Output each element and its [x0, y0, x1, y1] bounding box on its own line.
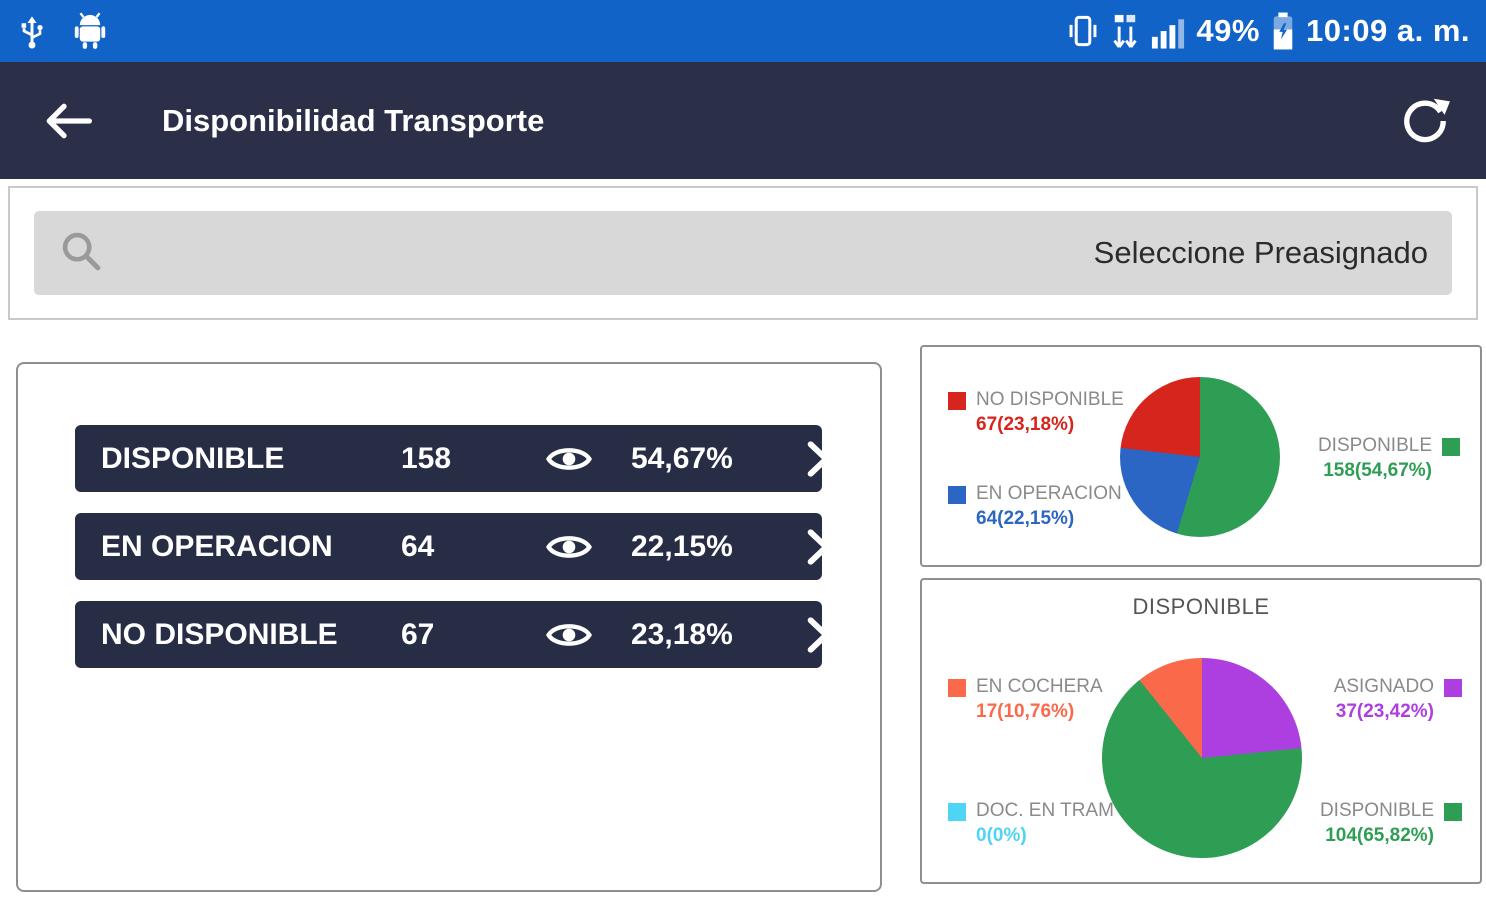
row-en-operacion[interactable]: EN OPERACION 64 22,15%	[75, 513, 830, 580]
preasignado-selected-label: Seleccione Preasignado	[1093, 235, 1428, 270]
legend-label: EN COCHERA	[976, 676, 1103, 697]
legend-label: DOC. EN TRAM	[976, 800, 1114, 821]
row-percent: 22,15%	[631, 529, 733, 563]
status-right-cluster: 49% 10:09 a. m.	[1066, 11, 1470, 51]
app-bar: Disponibilidad Transporte	[0, 62, 1486, 179]
legend-disponible: DISPONIBLE 158(54,67%)	[1318, 435, 1460, 482]
legend-label: EN OPERACION	[976, 483, 1122, 504]
legend-disponible-sub: DISPONIBLE 104(65,82%)	[1320, 800, 1462, 847]
clock-text: 10:09 a. m.	[1305, 13, 1470, 48]
chart-title: DISPONIBLE	[1132, 594, 1270, 619]
legend-swatch	[1444, 679, 1462, 697]
status-left-icons	[16, 11, 108, 51]
row-disponible[interactable]: DISPONIBLE 158 54,67%	[75, 425, 830, 492]
legend-value: 37(23,42%)	[1335, 701, 1434, 722]
row-label: NO DISPONIBLE	[101, 617, 338, 651]
legend-swatch	[1444, 803, 1462, 821]
legend-value: 0(0%)	[976, 825, 1027, 846]
battery-percent: 49%	[1196, 13, 1260, 48]
pie-card-disponible: DISPONIBLE EN COCHERA 17(10,76%) DOC. EN…	[920, 578, 1482, 884]
eye-icon[interactable]	[506, 442, 631, 476]
legend-value: 17(10,76%)	[976, 701, 1075, 722]
status-bar: 49% 10:09 a. m.	[0, 0, 1486, 62]
legend-value: 64(22,15%)	[976, 508, 1075, 529]
chevron-right-icon[interactable]	[806, 616, 830, 653]
legend-value: 104(65,82%)	[1325, 825, 1434, 846]
row-label: DISPONIBLE	[101, 441, 285, 475]
preasignado-select[interactable]: Seleccione Preasignado	[34, 211, 1452, 295]
row-count: 67	[401, 617, 435, 651]
legend-doc-en-tramite: DOC. EN TRAM 0(0%)	[948, 800, 1114, 847]
android-debug-icon	[72, 12, 108, 50]
legend-asignado: ASIGNADO 37(23,42%)	[1334, 676, 1462, 723]
row-count: 158	[401, 441, 452, 475]
pie-card-overall: NO DISPONIBLE 67(23,18%) EN OPERACION 64…	[920, 345, 1482, 567]
legend-swatch	[948, 486, 966, 504]
row-percent: 23,18%	[631, 617, 733, 651]
row-count: 64	[401, 529, 435, 563]
legend-en-cochera: EN COCHERA 17(10,76%)	[948, 676, 1103, 723]
row-percent: 54,67%	[631, 441, 733, 475]
legend-swatch	[948, 392, 966, 410]
search-section: Seleccione Preasignado	[8, 186, 1478, 320]
legend-value: 158(54,67%)	[1323, 460, 1432, 481]
row-no-disponible[interactable]: NO DISPONIBLE 67 23,18%	[75, 601, 830, 668]
legend-en-operacion: EN OPERACION 64(22,15%)	[948, 483, 1122, 530]
availability-rows: DISPONIBLE 158 54,67% EN OPERACION	[75, 425, 830, 668]
network-traffic-icon	[1110, 12, 1140, 50]
availability-panel: DISPONIBLE 158 54,67% EN OPERACION	[16, 362, 882, 892]
back-button[interactable]	[42, 101, 94, 141]
legend-label: NO DISPONIBLE	[976, 389, 1124, 410]
usb-icon	[16, 11, 48, 51]
vibrate-icon	[1066, 12, 1100, 50]
legend-label: DISPONIBLE	[1317, 435, 1432, 456]
legend-swatch	[948, 679, 966, 697]
eye-icon[interactable]	[506, 530, 631, 564]
legend-swatch	[948, 803, 966, 821]
pie-chart-disponible	[1102, 658, 1302, 858]
chevron-right-icon[interactable]	[806, 440, 830, 477]
search-icon	[58, 228, 104, 279]
battery-icon	[1270, 11, 1296, 51]
legend-value: 67(23,18%)	[976, 414, 1075, 435]
row-label: EN OPERACION	[101, 529, 333, 563]
legend-label: DISPONIBLE	[1319, 800, 1434, 821]
chevron-right-icon[interactable]	[806, 528, 830, 565]
signal-bars-icon	[1150, 12, 1186, 50]
legend-swatch	[1442, 438, 1460, 456]
page-title: Disponibilidad Transporte	[162, 102, 545, 138]
legend-no-disponible: NO DISPONIBLE 67(23,18%)	[948, 389, 1124, 436]
eye-icon[interactable]	[506, 618, 631, 652]
refresh-icon[interactable]	[1398, 94, 1452, 148]
legend-label: ASIGNADO	[1333, 676, 1434, 697]
pie-chart-overall	[1120, 377, 1280, 537]
